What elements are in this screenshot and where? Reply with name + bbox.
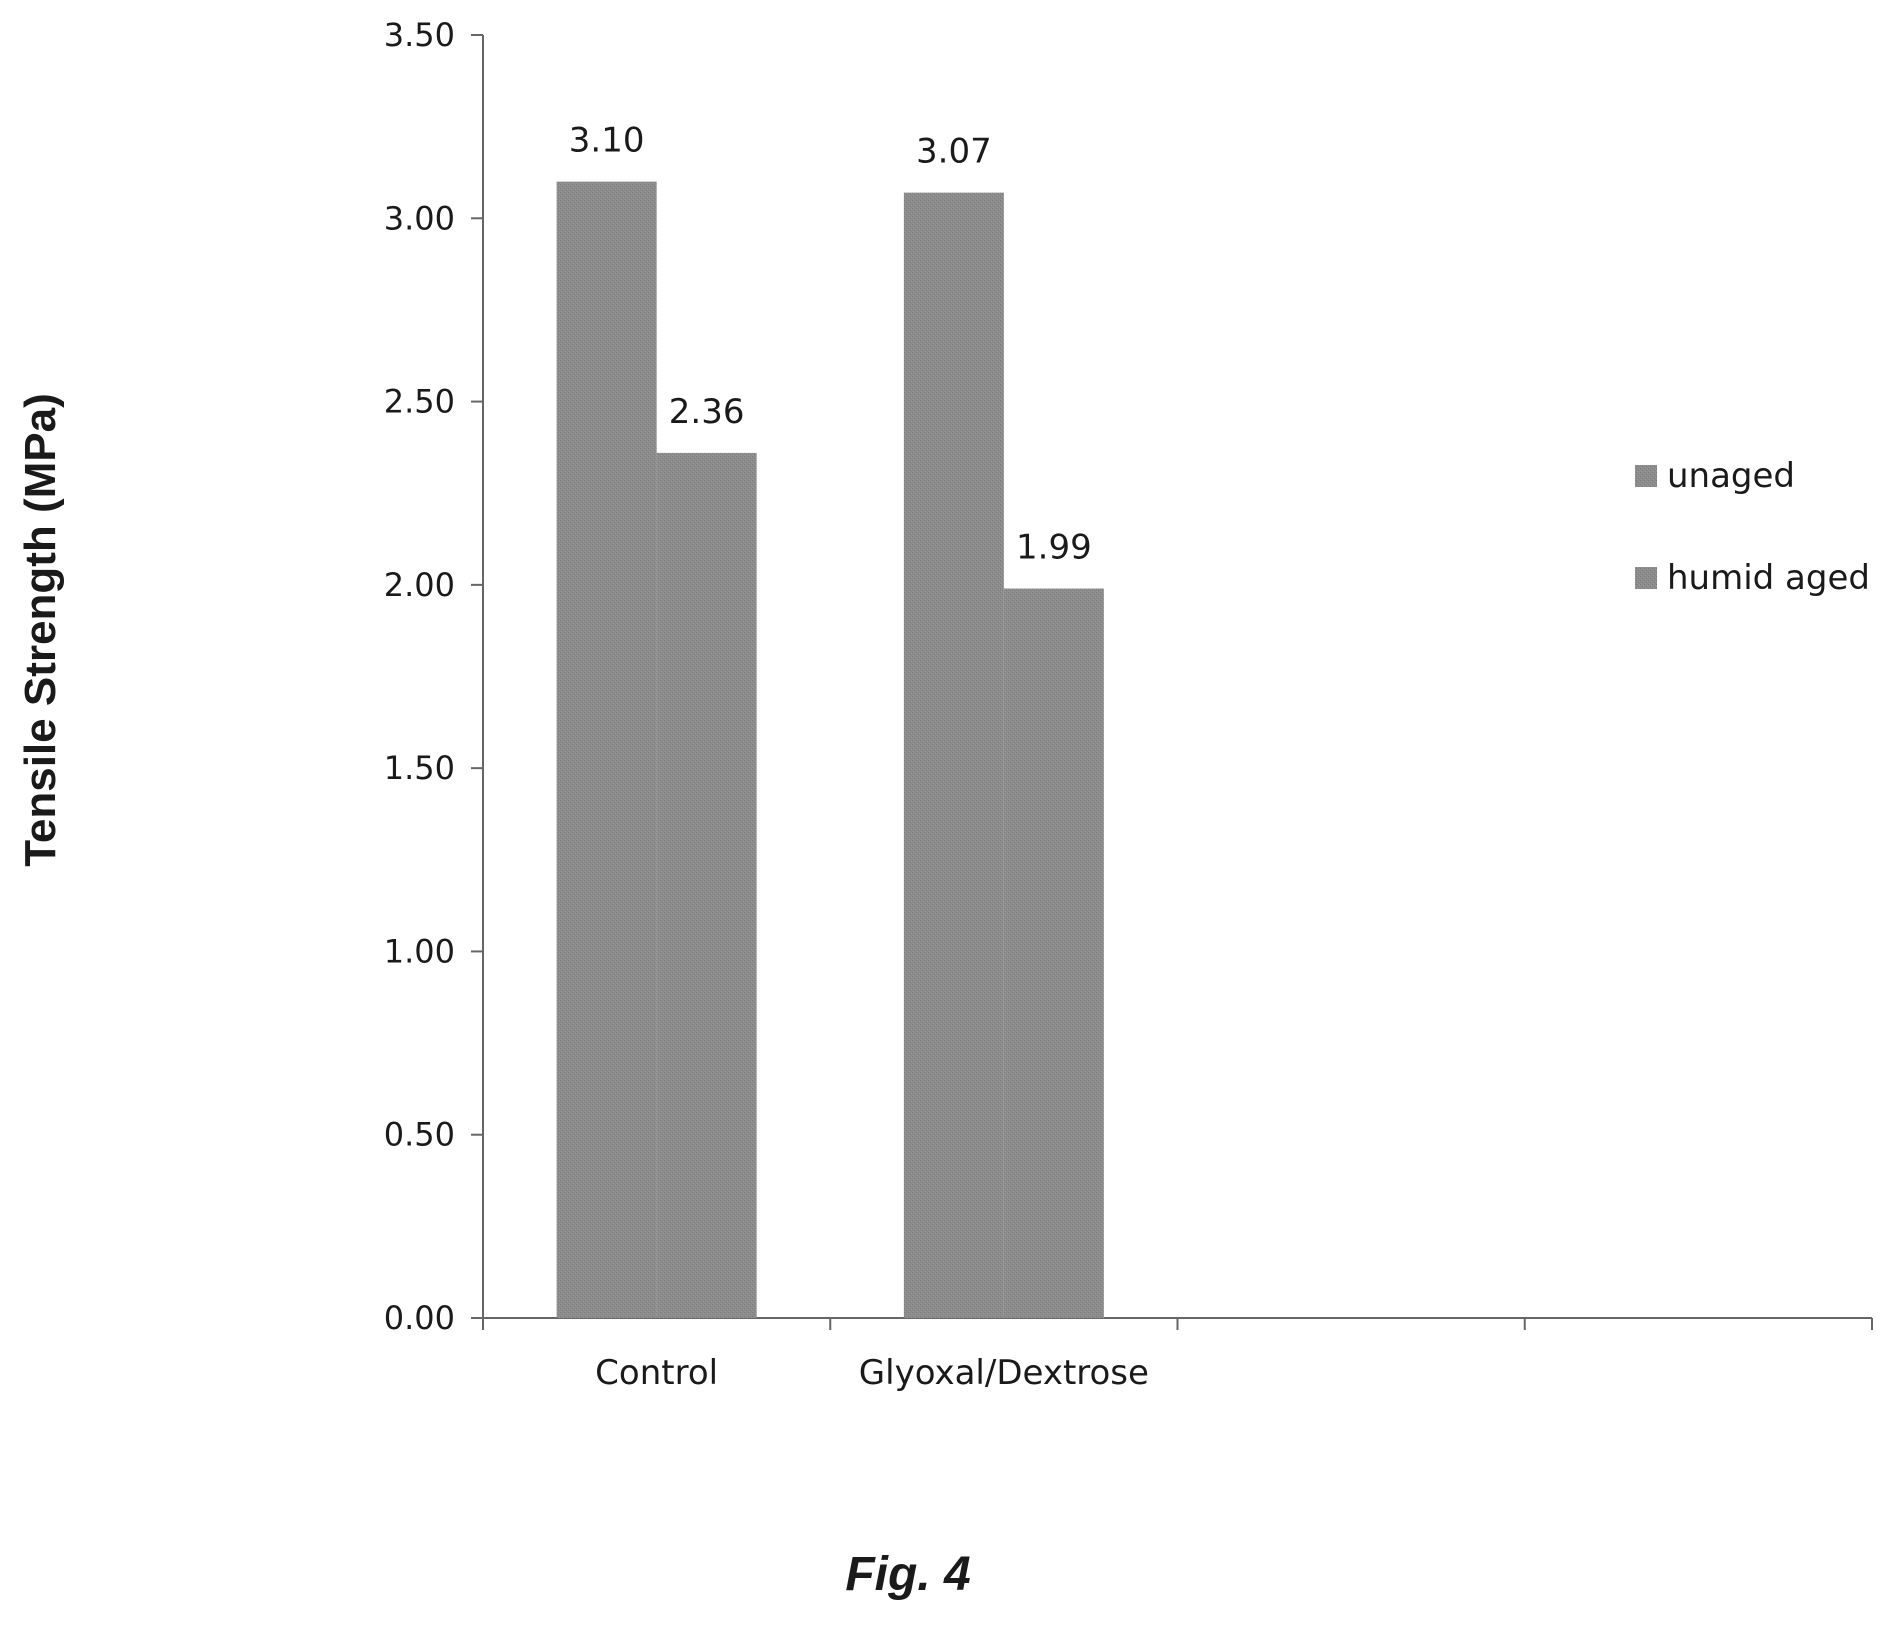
x-category-label: Control [595,1353,718,1393]
y-axis-title: Tensile Strength (MPa) [16,393,65,866]
figure-caption: Fig. 4 [845,1548,970,1601]
legend-label: unaged [1667,456,1795,496]
bar-humid-aged-control [656,452,757,1318]
y-axis-ticks: 0.00 0.50 1.00 1.50 2.00 2.50 3.00 3.50 [384,16,483,1337]
data-label: 1.99 [1016,528,1092,568]
data-label: 3.10 [569,121,645,161]
bars [556,181,1104,1319]
bar-unaged-glyoxal-dextrose [903,192,1004,1318]
y-tick-label: 3.00 [384,199,455,237]
data-labels: 3.10 2.36 3.07 1.99 [569,121,1092,568]
bar-humid-aged-glyoxal-dextrose [1003,588,1104,1318]
y-tick-label: 2.50 [384,383,455,421]
legend-label: humid aged [1667,558,1870,598]
y-tick-label: 2.00 [384,566,455,604]
y-tick-label: 3.50 [384,16,455,54]
y-tick-label: 1.00 [384,932,455,970]
x-category-label: Glyoxal/Dextrose [859,1353,1149,1393]
x-axis-labels: Control Glyoxal/Dextrose [595,1353,1149,1393]
y-tick-label: 1.50 [384,749,455,787]
y-tick-label: 0.50 [384,1116,455,1154]
data-label: 2.36 [669,392,745,432]
y-tick-label: 0.00 [384,1299,455,1337]
data-label: 3.07 [916,132,992,172]
legend-swatch [1635,567,1657,589]
legend: unaged humid aged [1635,456,1870,598]
bar-unaged-control [556,181,657,1319]
legend-swatch [1635,465,1657,487]
